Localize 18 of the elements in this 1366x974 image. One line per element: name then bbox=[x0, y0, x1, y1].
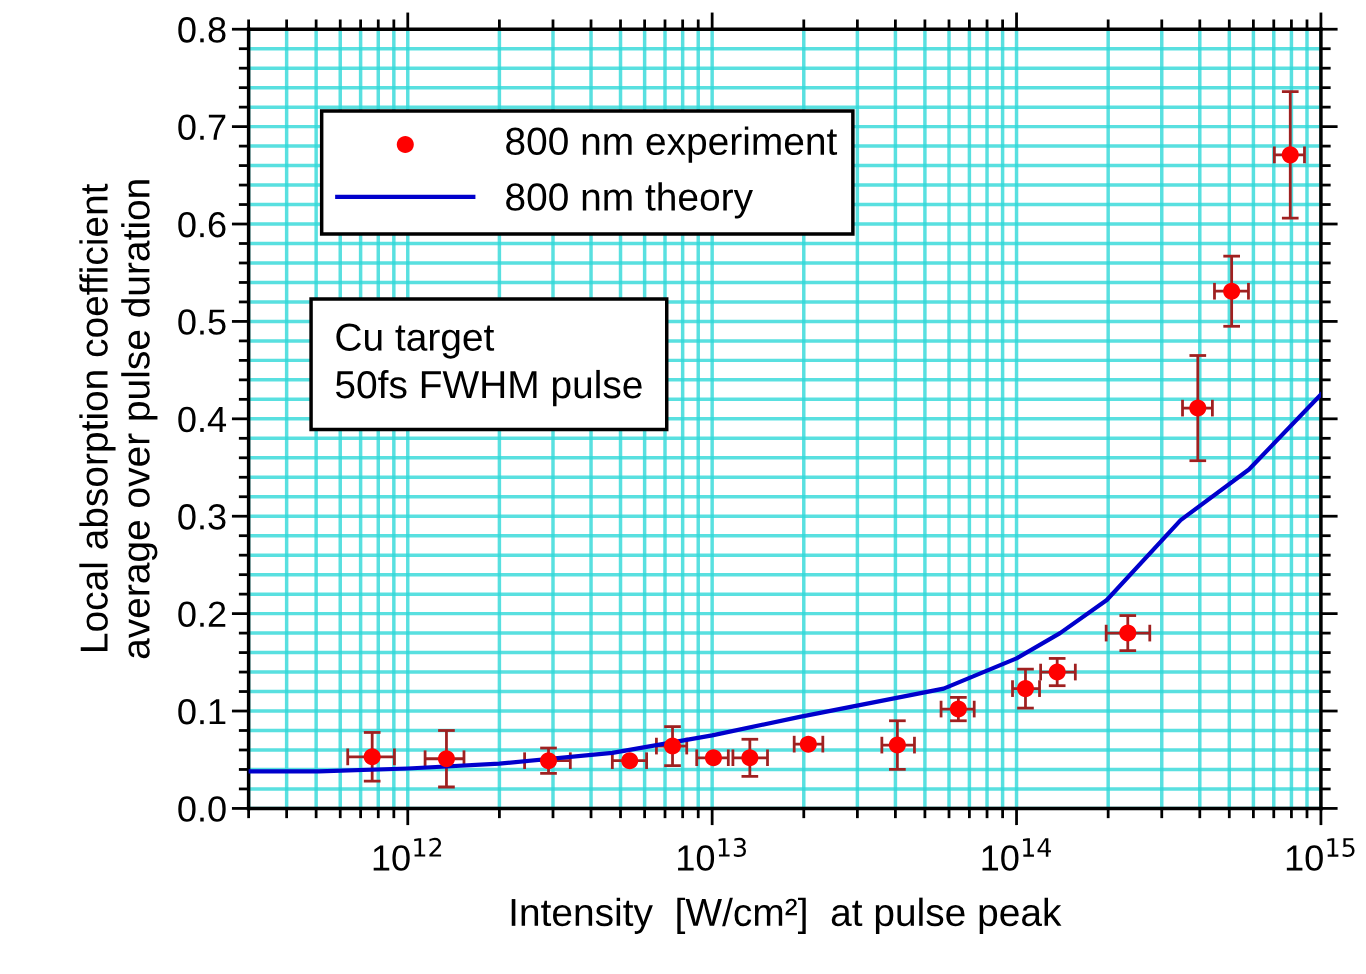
y-tick-label: 0.5 bbox=[178, 309, 226, 335]
x-axis-title: Intensity [W/cm²] at pulse peak bbox=[511, 897, 1062, 934]
x-tick-label: 10$^{12}$ bbox=[373, 837, 442, 871]
y-tick-label: 0.3 bbox=[178, 504, 226, 530]
x-tick-label: 10$^{15}$ bbox=[1286, 838, 1355, 871]
y-tick-label: 0.6 bbox=[178, 211, 226, 238]
y-tick-label: 0.7 bbox=[178, 114, 226, 141]
y-tick-label: 0.0 bbox=[178, 796, 226, 822]
y-tick-label: 0.4 bbox=[178, 406, 227, 433]
y-axis-title: Local absorption coefficient average over pulse duration bbox=[79, 180, 158, 659]
y-tick-label: 0.2 bbox=[178, 601, 226, 628]
y-tick-label: 0.8 bbox=[178, 17, 226, 43]
legend-label: 800 nm theory bbox=[506, 182, 753, 219]
legend-label: 800 nm experiment bbox=[506, 126, 838, 163]
y-tick-label: 0.1 bbox=[178, 698, 226, 725]
x-tick-label: 10$^{14}$ bbox=[982, 838, 1051, 871]
x-tick-label: 10$^{13}$ bbox=[678, 837, 746, 871]
annotation: Cu target 50fs FWHM pulse bbox=[335, 323, 642, 407]
